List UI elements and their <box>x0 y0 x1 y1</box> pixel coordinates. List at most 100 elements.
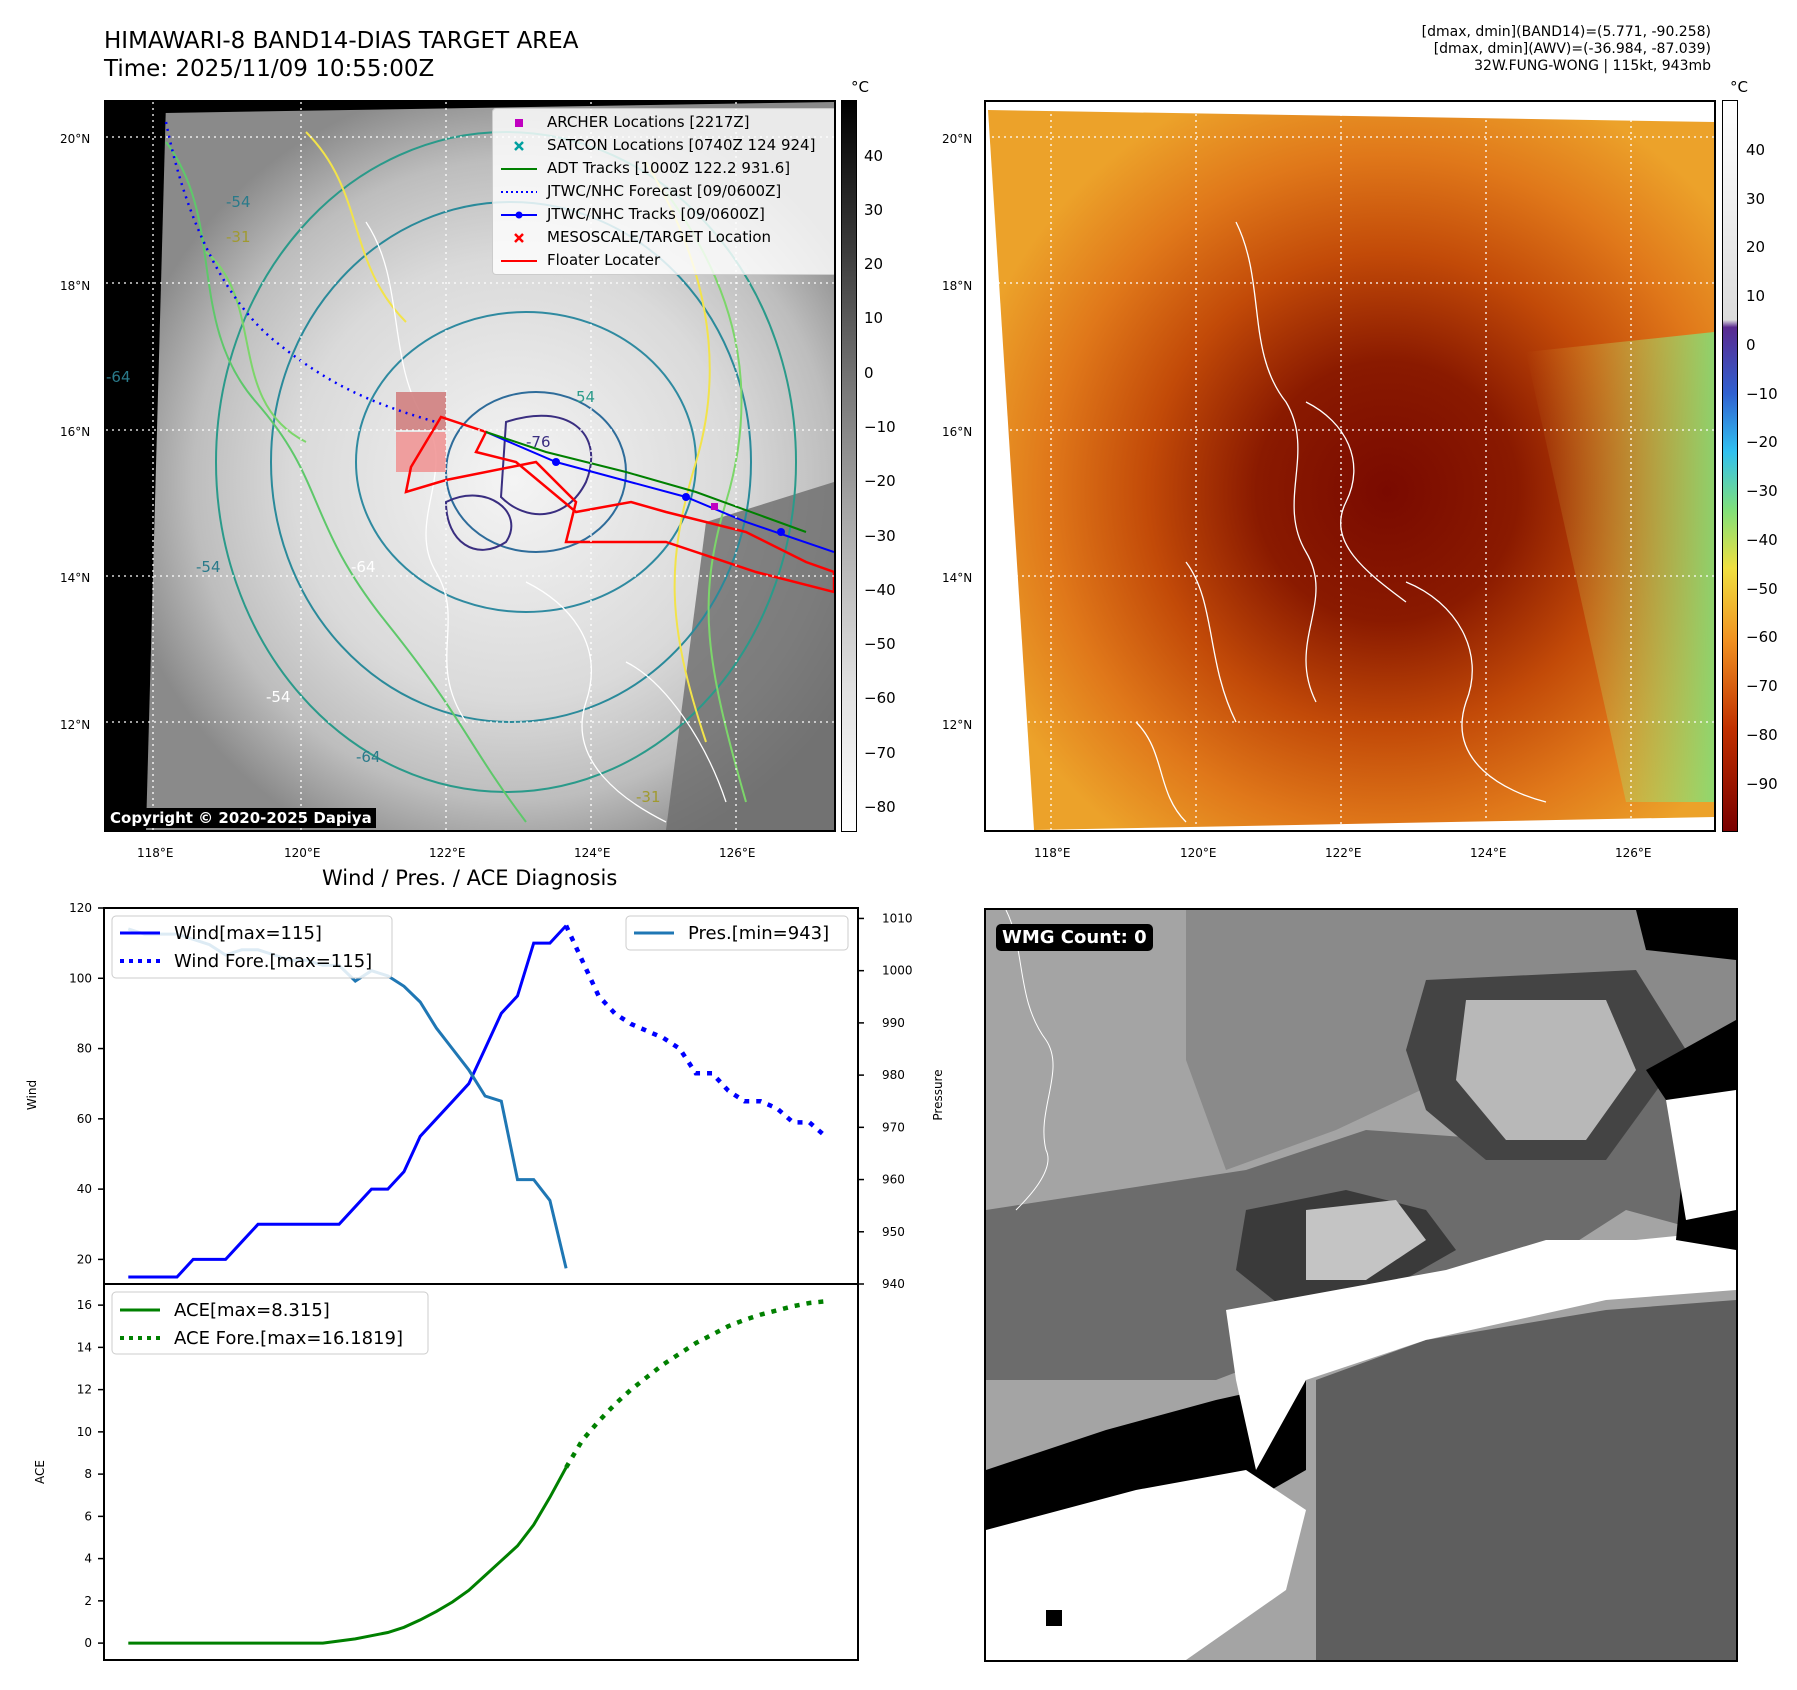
map-legend-label: JTWC/NHC Tracks [09/0600Z] <box>547 205 765 223</box>
ytick-label: 960 <box>882 1173 905 1187</box>
contour-label: -64 <box>351 558 376 576</box>
lat-label: 12°N <box>942 718 973 732</box>
contour-label: 54 <box>576 388 595 406</box>
lon-label: 122°E <box>429 846 466 860</box>
cb-tick: −60 <box>1746 628 1778 646</box>
ytick-label: 40 <box>77 1182 92 1196</box>
ace-axes-frame <box>103 1283 859 1661</box>
ytick-label: 950 <box>882 1225 905 1239</box>
lon-label: 118°E <box>137 846 174 860</box>
cb-tick: −80 <box>1746 726 1778 744</box>
map-legend-item: ADT Tracks [1000Z 122.2 931.6] <box>499 157 834 180</box>
ir-colorbar-unit: °C <box>851 78 869 96</box>
cb-tick: −20 <box>1746 433 1778 451</box>
ir-colorbar <box>841 100 857 832</box>
ytick-label: 980 <box>882 1068 905 1082</box>
map-legend-label: ARCHER Locations [2217Z] <box>547 113 750 131</box>
map-legend-label: ADT Tracks [1000Z 122.2 931.6] <box>547 159 791 177</box>
lat-label: 20°N <box>60 132 91 146</box>
series-line <box>128 1466 568 1645</box>
ytick-label: 8 <box>84 1467 92 1481</box>
legend-wind-fore: Wind Fore.[max=115] <box>174 951 372 972</box>
contour-label: -54 <box>266 688 291 706</box>
contour-label: -54 <box>226 193 251 211</box>
lat-label: 14°N <box>942 571 973 585</box>
cb-tick: −50 <box>864 635 896 653</box>
ytick-label: 0 <box>84 1636 92 1650</box>
cb-tick: −10 <box>1746 385 1778 403</box>
map-legend-item: JTWC/NHC Tracks [09/0600Z] <box>499 203 834 226</box>
legend-marker-icon <box>514 232 524 243</box>
legend-wind: Wind[max=115] <box>174 923 322 944</box>
pressure-ylabel: Pressure <box>931 1069 945 1120</box>
ytick-label: 20 <box>77 1252 92 1266</box>
cb-tick: 10 <box>864 309 884 327</box>
ytick-label: 120 <box>69 901 92 915</box>
wmg-panel: WMG Count: 0 <box>984 908 1738 1662</box>
ace-series <box>128 1299 826 1645</box>
cb-tick: −30 <box>1746 482 1778 500</box>
cb-tick: −40 <box>1746 531 1778 549</box>
cb-tick: 10 <box>1746 287 1766 305</box>
ace-legend: ACE[max=8.315] ACE Fore.[max=16.1819] <box>111 1291 429 1355</box>
lon-label: 126°E <box>719 846 756 860</box>
pressure-legend: Pres.[min=943] <box>625 915 849 951</box>
lat-label: 16°N <box>942 425 973 439</box>
wmg-count-badge: WMG Count: 0 <box>996 924 1153 951</box>
lat-label: 12°N <box>60 718 91 732</box>
copyright-label: Copyright © 2020-2025 Dapiya <box>106 808 376 828</box>
legend-ace-fore: ACE Fore.[max=16.1819] <box>174 1328 403 1349</box>
cb-tick: −70 <box>864 744 896 762</box>
cb-tick: −20 <box>864 472 896 490</box>
ytick-label: 100 <box>69 971 92 985</box>
awv-colorbar <box>1722 100 1738 832</box>
series-line <box>564 1299 826 1469</box>
map-legend-item: SATCON Locations [0740Z 124 924] <box>499 134 834 157</box>
ytick-label: 16 <box>77 1298 92 1312</box>
lon-label: 122°E <box>1325 846 1362 860</box>
lon-label: 120°E <box>1180 846 1217 860</box>
ytick-label: 12 <box>77 1383 92 1397</box>
figure-title-line2: Time: 2025/11/09 10:55:00Z <box>104 56 435 82</box>
ytick-label: 970 <box>882 1120 905 1134</box>
contour-label: -76 <box>526 433 551 451</box>
lon-label: 126°E <box>1615 846 1652 860</box>
ace-ylabel: ACE <box>33 1460 47 1484</box>
legend-marker-icon <box>501 211 537 218</box>
track-points <box>552 458 785 536</box>
ir-map-panel: -54 -64 -64 -76 -54 -54 -64 -31 -31 54 A… <box>104 100 836 832</box>
cb-tick: −50 <box>1746 580 1778 598</box>
cb-tick: −60 <box>864 689 896 707</box>
legend-marker-icon <box>515 118 523 127</box>
lon-label: 124°E <box>1470 846 1507 860</box>
lon-label: 124°E <box>574 846 611 860</box>
legend-ace: ACE[max=8.315] <box>174 1300 330 1321</box>
cb-tick: 0 <box>864 364 874 382</box>
cb-tick: 40 <box>864 147 884 165</box>
cb-tick: 20 <box>864 255 884 273</box>
lat-label: 18°N <box>60 279 91 293</box>
ytick-label: 1010 <box>882 911 913 925</box>
storm-info: 32W.FUNG-WONG | 115kt, 943mb <box>1474 58 1711 74</box>
lat-label: 16°N <box>60 425 91 439</box>
cb-tick: 0 <box>1746 336 1756 354</box>
contour-label: -54 <box>196 558 221 576</box>
stat-band14: [dmax, dmin](BAND14)=(5.771, -90.258) <box>1421 24 1711 40</box>
ytick-label: 10 <box>77 1425 92 1439</box>
contour-label: -31 <box>226 228 251 246</box>
figure-title-line1: HIMAWARI-8 BAND14-DIAS TARGET AREA <box>104 28 579 54</box>
legend-marker-icon <box>501 190 537 193</box>
lat-label: 18°N <box>942 279 973 293</box>
awv-map-image <box>986 102 1714 830</box>
cb-tick: −10 <box>864 418 896 436</box>
ytick-label: 60 <box>77 1112 92 1126</box>
awv-colorbar-unit: °C <box>1730 78 1748 96</box>
map-legend-item: JTWC/NHC Forecast [09/0600Z] <box>499 180 834 203</box>
wind-ylabel: Wind <box>25 1080 39 1110</box>
ytick-label: 990 <box>882 1016 905 1030</box>
contour-label: -31 <box>636 788 661 806</box>
ytick-label: 1000 <box>882 964 913 978</box>
cb-tick: 20 <box>1746 238 1766 256</box>
awv-map-panel <box>984 100 1716 832</box>
